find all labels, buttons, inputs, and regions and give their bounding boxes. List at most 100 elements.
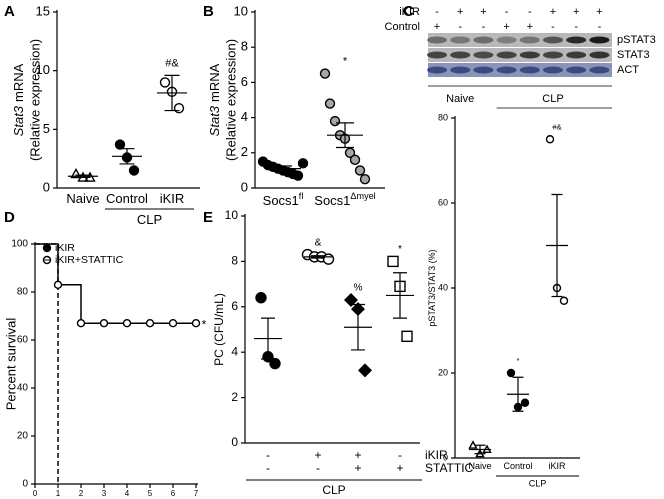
x-tick-label: Control xyxy=(503,461,532,471)
point xyxy=(387,255,399,268)
blot-band xyxy=(496,36,517,44)
error-bar xyxy=(119,148,135,165)
point xyxy=(344,293,358,307)
error-bar xyxy=(274,165,292,172)
condition-sign: + xyxy=(434,21,440,33)
x-tick-label: 0 xyxy=(33,489,38,498)
legend-label: iKIR xyxy=(55,242,75,254)
point xyxy=(297,158,309,169)
error-bar xyxy=(164,74,180,112)
y-axis-label-text: mRNA xyxy=(207,63,222,102)
blot-band xyxy=(519,66,540,74)
blot-band xyxy=(566,36,587,44)
category: iKIR xyxy=(548,461,566,471)
point xyxy=(506,368,516,378)
condition-sign: - xyxy=(458,21,462,33)
blot-band xyxy=(566,51,587,59)
blot-band xyxy=(589,51,610,59)
condition-sign: - xyxy=(398,448,402,462)
annotation: * xyxy=(202,317,207,331)
annotation: * xyxy=(398,244,402,255)
condition-sign: + xyxy=(596,6,602,18)
band-label: ACT xyxy=(617,64,639,76)
condition-sign: - xyxy=(574,21,578,33)
annotation: #& xyxy=(552,122,561,131)
y-tick-label: 5 xyxy=(43,121,50,136)
y-axis-label-gene: Stat3 xyxy=(11,105,26,136)
category: Naive xyxy=(468,461,491,471)
category: Socs1 xyxy=(263,193,299,208)
condition-sign: + xyxy=(480,6,486,18)
condition-sign: - xyxy=(435,6,439,18)
category-superscript: fl xyxy=(299,191,304,201)
blot-band xyxy=(450,66,471,74)
y-tick-label: 0 xyxy=(231,435,238,449)
x-tick-label: Socs1fl xyxy=(263,191,304,208)
y-tick-label: 0 xyxy=(43,179,50,194)
x-tick-label: Naive xyxy=(468,461,491,471)
condition-sign: - xyxy=(598,21,602,33)
point xyxy=(168,319,178,328)
condition-sign: - xyxy=(316,461,320,475)
point xyxy=(520,398,530,407)
blot-band xyxy=(543,66,563,74)
y-tick-label: 0 xyxy=(241,179,248,194)
category: Control xyxy=(106,191,148,206)
error-bar xyxy=(474,444,486,455)
legend-label: iKIR+STATTIC xyxy=(55,254,124,266)
condition-sign: + xyxy=(503,21,509,33)
blot-band xyxy=(496,51,517,59)
x-tick-label: Socs1Δmyel xyxy=(314,191,375,208)
y-tick-label: 8 xyxy=(231,254,238,268)
annotation: #& xyxy=(165,57,179,69)
y-tick-label: 4 xyxy=(231,344,238,358)
band-label: pSTAT3 xyxy=(617,34,656,46)
blot-band xyxy=(543,36,563,44)
group-label: CLP xyxy=(529,478,547,488)
x-tick-label: 2 xyxy=(79,489,84,498)
y-axis-label: (Relative expression) xyxy=(27,39,42,161)
point xyxy=(559,296,569,305)
error-bar xyxy=(351,303,365,351)
condition-sign: + xyxy=(314,448,321,462)
y-tick-label: 10 xyxy=(36,62,50,77)
category: iKIR xyxy=(160,191,185,206)
point xyxy=(344,147,356,159)
y-tick-label: 0 xyxy=(22,479,28,490)
point xyxy=(255,292,267,304)
x-tick-label: Naive xyxy=(66,191,99,206)
x-tick-label: 1 xyxy=(56,489,61,498)
condition-sign: + xyxy=(354,448,361,462)
blot-band xyxy=(473,36,494,44)
y-tick-label: 10 xyxy=(234,3,248,18)
x-tick-label: 7 xyxy=(194,489,199,498)
y-axis-label: Stat3 mRNA xyxy=(207,63,222,136)
point xyxy=(324,98,336,109)
y-tick-label: 40 xyxy=(17,383,29,394)
error-bar xyxy=(261,317,275,360)
y-tick-label: 8 xyxy=(241,39,248,54)
point xyxy=(42,243,52,253)
point xyxy=(114,139,126,150)
point xyxy=(99,319,109,328)
y-tick-label: 2 xyxy=(231,390,238,404)
y-tick-label: 60 xyxy=(17,335,29,346)
blot-band xyxy=(566,66,587,74)
y-tick-label: 40 xyxy=(438,282,448,292)
group-label: CLP xyxy=(542,93,563,105)
y-axis-label-text: PC (CFU/mL) xyxy=(212,293,226,366)
error-bar xyxy=(336,122,354,149)
panel-letter: D xyxy=(4,209,15,226)
category: Control xyxy=(503,461,532,471)
point xyxy=(53,280,63,289)
x-tick-label: iKIR xyxy=(548,461,566,471)
blot-band xyxy=(473,66,494,74)
point xyxy=(145,319,155,328)
panel-letter: E xyxy=(203,209,213,226)
blot-band xyxy=(427,66,447,74)
x-tick-label: 6 xyxy=(171,489,176,498)
condition-sign: + xyxy=(396,461,403,475)
point xyxy=(349,154,361,166)
point xyxy=(269,357,281,370)
